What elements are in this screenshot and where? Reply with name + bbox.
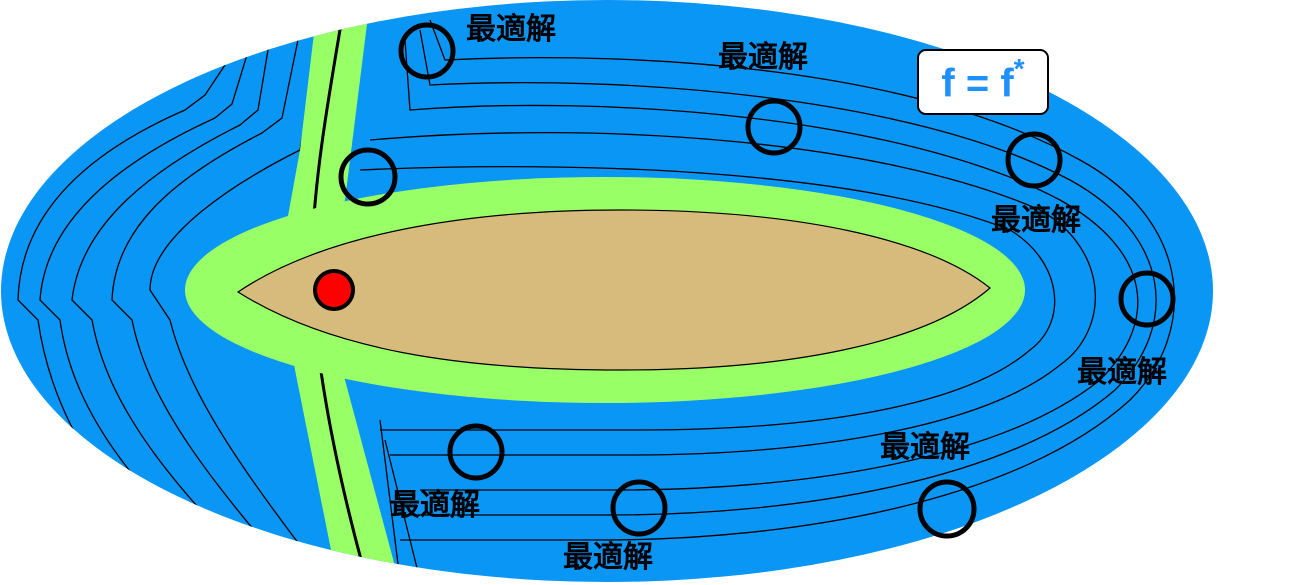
optimum-marker bbox=[610, 479, 668, 537]
optimum-markers bbox=[338, 22, 1176, 539]
optimum-label: 最適解 bbox=[1077, 355, 1167, 390]
optimum-marker bbox=[917, 479, 977, 539]
optimum-marker bbox=[1118, 270, 1176, 328]
optimum-label: 最適解 bbox=[718, 40, 808, 75]
optimum-label: 最適解 bbox=[991, 203, 1081, 238]
feasible-band-vertical bbox=[280, 0, 400, 582]
optimum-marker bbox=[1005, 131, 1063, 189]
core-region bbox=[236, 209, 991, 371]
optimum-marker bbox=[398, 22, 456, 80]
optimum-marker bbox=[338, 147, 398, 207]
optimum-label: 最適解 bbox=[466, 12, 556, 47]
formula-text: f = f* bbox=[941, 53, 1025, 106]
optimum-marker bbox=[745, 98, 803, 156]
start-point bbox=[313, 269, 355, 311]
optimum-label: 最適解 bbox=[390, 488, 480, 523]
formula-box: f = f* bbox=[917, 49, 1049, 115]
optimum-label: 最適解 bbox=[563, 540, 653, 575]
optimum-label: 最適解 bbox=[880, 430, 970, 465]
optimum-marker bbox=[447, 423, 505, 481]
